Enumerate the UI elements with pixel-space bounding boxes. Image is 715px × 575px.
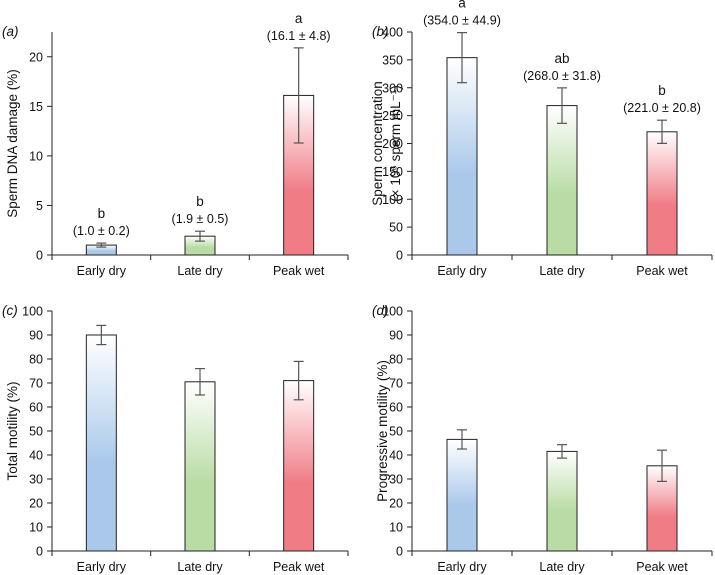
x-tick-label: Late dry (177, 560, 223, 574)
panel-label: (a) (2, 24, 19, 39)
y-tick-label: 400 (382, 26, 403, 40)
bar-early-dry (446, 57, 478, 256)
y-tick-label: 150 (382, 165, 403, 179)
x-tick-label: Peak wet (273, 560, 325, 574)
y-tick-label: 0 (396, 249, 403, 263)
data-label: (1.9 ± 0.5) (172, 212, 229, 226)
y-tick-label: 40 (29, 449, 43, 463)
y-tick-label: 50 (389, 425, 403, 439)
data-label: (354.0 ± 44.9) (423, 14, 501, 28)
y-tick-label: 0 (36, 545, 43, 559)
bar-peak-wet (646, 131, 678, 256)
y-axis-title-unit: (× 10⁶ sperm mL⁻¹) (388, 85, 403, 202)
x-tick-label: Late dry (539, 560, 585, 574)
y-axis-title: Sperm DNA damage (%) (5, 69, 20, 218)
y-tick-label: 90 (29, 329, 43, 343)
y-tick-label: 80 (29, 353, 43, 367)
y-tick-label: 5 (36, 199, 43, 213)
y-tick-label: 350 (382, 53, 403, 67)
x-tick-label: Peak wet (636, 264, 688, 278)
y-axis-title: Total motility (%) (5, 381, 20, 480)
y-tick-label: 100 (382, 305, 403, 319)
x-tick-label: Early dry (437, 560, 487, 574)
significance-letter: a (295, 11, 303, 26)
y-tick-label: 100 (382, 193, 403, 207)
y-tick-label: 60 (29, 401, 43, 415)
x-tick-label: Early dry (437, 264, 487, 278)
significance-letter: a (458, 0, 466, 11)
x-tick-label: Late dry (177, 264, 223, 278)
data-label: (268.0 ± 31.8) (523, 69, 601, 83)
bar-early-dry (85, 334, 117, 552)
y-tick-label: 0 (396, 545, 403, 559)
bar-early-dry (446, 438, 478, 552)
significance-letter: b (196, 194, 204, 209)
y-tick-label: 50 (389, 221, 403, 235)
bar-late-dry (546, 450, 578, 552)
x-tick-label: Peak wet (636, 560, 688, 574)
y-tick-label: 50 (29, 425, 43, 439)
panel-label: (b) (372, 24, 389, 39)
x-tick-label: Late dry (539, 264, 585, 278)
data-label: (16.1 ± 4.8) (267, 29, 331, 43)
y-tick-label: 100 (22, 305, 43, 319)
y-tick-label: 80 (389, 353, 403, 367)
y-tick-label: 70 (389, 377, 403, 391)
y-tick-label: 20 (29, 497, 43, 511)
y-tick-label: 30 (29, 473, 43, 487)
y-tick-label: 70 (29, 377, 43, 391)
data-label: (221.0 ± 20.8) (623, 101, 701, 115)
significance-letter: b (658, 83, 666, 98)
y-tick-label: 200 (382, 137, 403, 151)
y-tick-label: 15 (29, 100, 43, 114)
chart-panel-b: (b) 0 50 100 150 200 250 300 350 400 Sperm concent… (370, 0, 713, 278)
panel-label: (d) (372, 303, 389, 318)
bar-peak-wet (283, 380, 315, 552)
y-tick-label: 300 (382, 81, 403, 95)
chart-panel-d: (d) 0 10 20 30 40 50 60 70 80 90 100 Progressive mot… (372, 303, 713, 574)
y-tick-label: 40 (389, 449, 403, 463)
y-tick-label: 10 (389, 521, 403, 535)
bar-late-dry (546, 105, 578, 256)
data-label: (1.0 ± 0.2) (73, 224, 130, 238)
x-tick-label: Peak wet (273, 264, 325, 278)
y-tick-label: 90 (389, 329, 403, 343)
y-tick-label: 60 (389, 401, 403, 415)
y-axis-title: Sperm concentration (370, 81, 385, 206)
chart-panel-c: (c) 0 10 20 30 40 50 60 70 80 90 100 Total motility … (2, 303, 349, 574)
y-tick-label: 10 (29, 521, 43, 535)
x-tick-label: Early dry (77, 560, 127, 574)
y-axis-title: Progressive motility (%) (375, 360, 390, 502)
panel-label: (c) (2, 303, 18, 318)
y-tick-label: 20 (29, 50, 43, 64)
significance-letter: ab (554, 51, 569, 66)
bar-late-dry (184, 381, 216, 552)
chart-panel-a: (a) 0 5 10 15 20 Sperm DNA damage (%) Early dry… (2, 11, 349, 278)
significance-letter: b (98, 206, 106, 221)
y-tick-label: 20 (389, 497, 403, 511)
y-tick-label: 0 (36, 249, 43, 263)
y-tick-label: 250 (382, 109, 403, 123)
y-tick-label: 10 (29, 149, 43, 163)
x-tick-label: Early dry (77, 264, 127, 278)
y-tick-label: 30 (389, 473, 403, 487)
